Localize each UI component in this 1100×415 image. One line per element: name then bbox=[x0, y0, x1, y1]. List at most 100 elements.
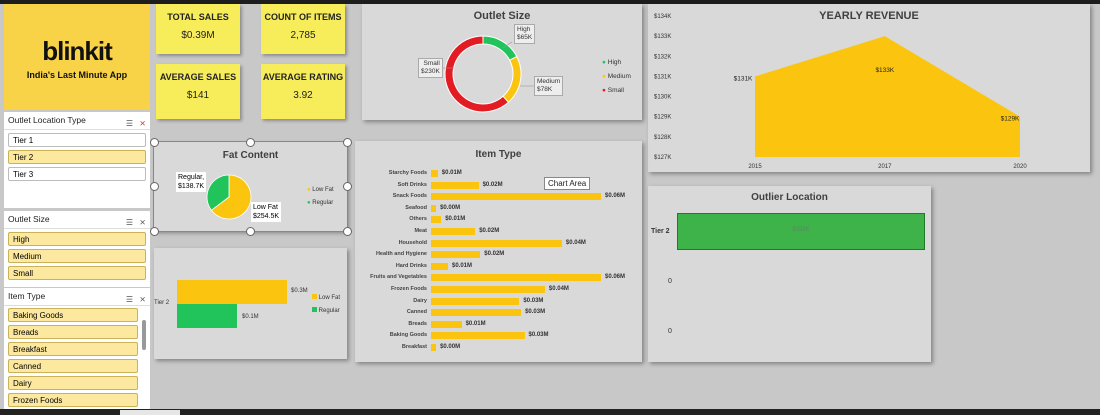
slicer-icons: ☰ ⨯ bbox=[126, 214, 146, 231]
zero-label: 0 bbox=[668, 278, 672, 285]
slicer-item-breakfast[interactable]: Breakfast bbox=[8, 342, 138, 356]
item-type-bar bbox=[431, 181, 479, 189]
resize-handle-bl[interactable] bbox=[150, 227, 159, 236]
slicer-title: Outlet Location Type bbox=[8, 115, 86, 125]
outlet-size-panel[interactable]: Outlet Size High $65K Medium $78K Small … bbox=[362, 4, 642, 120]
axis-label-tier: Tier 2 bbox=[651, 228, 670, 235]
chart-title: Outlier Location bbox=[751, 192, 828, 203]
slicer-icons: ☰ ⨯ bbox=[126, 115, 146, 132]
sheet-tab[interactable] bbox=[120, 410, 180, 415]
slicer-item-baking-goods[interactable]: Baking Goods bbox=[8, 308, 138, 322]
slicer-item-tier-1[interactable]: Tier 1 bbox=[8, 133, 146, 147]
resize-handle-tr[interactable] bbox=[343, 138, 352, 147]
item-type-row: Breakfast $0.00M bbox=[355, 343, 642, 352]
data-label: $0.01M bbox=[465, 320, 486, 327]
slicer-title: Outlet Size bbox=[8, 214, 50, 224]
y-tick-label: $133K bbox=[654, 34, 671, 40]
resize-handle-mr[interactable] bbox=[343, 182, 352, 191]
item-type-row: Meat $0.02M bbox=[355, 227, 642, 236]
sheet-tab-bar bbox=[0, 409, 1100, 415]
y-tick-label: $131K bbox=[654, 74, 671, 80]
multi-select-icon[interactable]: ☰ bbox=[125, 218, 134, 227]
slicer-item-medium[interactable]: Medium bbox=[8, 249, 146, 263]
clear-filter-icon[interactable]: ⨯ bbox=[139, 218, 146, 227]
resize-handle-tm[interactable] bbox=[246, 138, 255, 147]
item-type-panel[interactable]: Item Type Starchy Foods $0.01M Soft Drinks… bbox=[355, 141, 642, 362]
fat-content-panel[interactable]: Fat Content Regular, $138.7K Low Fat $25… bbox=[153, 141, 348, 232]
item-type-bar bbox=[431, 239, 562, 247]
data-label: $131K bbox=[734, 75, 753, 82]
item-type-row: Soft Drinks $0.02M bbox=[355, 181, 642, 190]
donut-slice-small bbox=[444, 35, 510, 113]
clear-filter-icon[interactable]: ⨯ bbox=[139, 119, 146, 128]
legend: Low Fat Regular bbox=[312, 292, 340, 318]
slicer-item-high[interactable]: High bbox=[8, 232, 146, 246]
item-type-bar bbox=[431, 297, 520, 305]
item-type-row: Breads $0.01M bbox=[355, 320, 642, 329]
resize-handle-br[interactable] bbox=[343, 227, 352, 236]
fat-by-tier-panel[interactable]: Tier 2 $0.3M $0.1M Low Fat Regular bbox=[154, 248, 347, 359]
slicer-item-tier-2[interactable]: Tier 2 bbox=[8, 150, 146, 164]
slicer-scrollbar[interactable] bbox=[142, 320, 146, 350]
outlier-bar-value: $393K bbox=[792, 227, 810, 233]
pie-slice-low-fat bbox=[210, 174, 252, 220]
slicer-title: Item Type bbox=[8, 291, 46, 301]
slicer-header: Outlet Size ☰ ⨯ bbox=[4, 211, 150, 229]
slicer-item-dairy[interactable]: Dairy bbox=[8, 376, 138, 390]
outlier-location-panel[interactable]: Outlier Location Tier 2 $393K 0 0 bbox=[648, 186, 931, 362]
clear-filter-icon[interactable]: ⨯ bbox=[139, 295, 146, 304]
item-type-row: Others $0.01M bbox=[355, 215, 642, 224]
category-label: Baking Goods bbox=[389, 332, 427, 339]
chart-title: Item Type bbox=[475, 149, 522, 160]
slicer-header: Item Type ☰ ⨯ bbox=[4, 288, 150, 306]
slicer-item-frozen-foods[interactable]: Frozen Foods bbox=[8, 393, 138, 407]
callout-line-high bbox=[502, 41, 513, 49]
data-label: $0.02M bbox=[484, 251, 505, 258]
slicer-item-small[interactable]: Small bbox=[8, 266, 146, 280]
item-type-bar bbox=[431, 274, 601, 282]
data-label: $0.06M bbox=[605, 274, 626, 281]
category-label: Seafood bbox=[405, 204, 427, 211]
data-label: $0.00M bbox=[440, 204, 461, 211]
category-label: Breads bbox=[408, 320, 427, 327]
fat-content-pie bbox=[206, 174, 252, 220]
item-type-row: Baking Goods $0.03M bbox=[355, 331, 642, 340]
outlier-bar: $393K bbox=[677, 213, 925, 250]
data-label: $0.03M bbox=[525, 309, 546, 316]
slicer-item-tier-3[interactable]: Tier 3 bbox=[8, 167, 146, 181]
multi-select-icon[interactable]: ☰ bbox=[125, 295, 134, 304]
item-type-row: Fruits and Vegetables $0.06M bbox=[355, 273, 642, 282]
category-label: Hard Drinks bbox=[395, 262, 427, 269]
bar-label-regular: $0.1M bbox=[242, 314, 259, 320]
resize-handle-bm[interactable] bbox=[246, 227, 255, 236]
item-type-row: Seafood $0.00M bbox=[355, 204, 642, 213]
kpi-value: 2,785 bbox=[290, 30, 316, 41]
resize-handle-ml[interactable] bbox=[150, 182, 159, 191]
data-label: $0.03M bbox=[528, 332, 549, 339]
slicer-item-canned[interactable]: Canned bbox=[8, 359, 138, 373]
kpi-value: $0.39M bbox=[181, 30, 215, 41]
donut-label-small: Small $230K bbox=[418, 58, 443, 78]
kpi-label: AVERAGE RATING bbox=[262, 72, 344, 82]
data-label: $0.00M bbox=[440, 344, 461, 350]
item-type-bar bbox=[431, 320, 462, 328]
category-label: Breakfast bbox=[401, 344, 427, 350]
item-type-bar bbox=[431, 170, 438, 177]
pie-label-regular: Regular, $138.7K bbox=[176, 172, 207, 192]
chart-title: Fat Content bbox=[222, 150, 279, 161]
item-type-bar bbox=[431, 193, 601, 201]
chart-area-tooltip: Chart Area bbox=[544, 177, 591, 190]
slicer-item-breads[interactable]: Breads bbox=[8, 325, 138, 339]
legend-item-lowfat: ● Low Fat bbox=[307, 187, 334, 193]
legend-item-medium: ● Medium bbox=[602, 73, 631, 80]
item-type-bar bbox=[431, 309, 522, 317]
yearly-revenue-panel[interactable]: YEARLY REVENUE $134K $133K $132K $131K $130K… bbox=[648, 4, 1090, 172]
data-label: $0.01M bbox=[452, 262, 473, 269]
item-type-bar bbox=[431, 332, 525, 340]
legend-item-high: ● High bbox=[602, 59, 622, 66]
donut-slice-medium bbox=[502, 55, 522, 103]
multi-select-icon[interactable]: ☰ bbox=[125, 119, 134, 128]
category-label: Frozen Foods bbox=[390, 286, 427, 292]
zero-label: 0 bbox=[668, 328, 672, 335]
resize-handle-tl[interactable] bbox=[150, 138, 159, 147]
